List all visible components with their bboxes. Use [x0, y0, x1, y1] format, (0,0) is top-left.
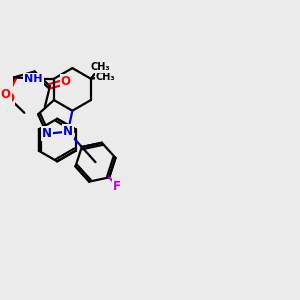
Text: F: F: [113, 180, 121, 193]
Text: O: O: [61, 75, 71, 88]
Text: N: N: [42, 127, 52, 140]
Text: O: O: [1, 88, 10, 101]
Text: F: F: [113, 180, 121, 193]
Text: NH: NH: [24, 74, 43, 84]
Text: CH₃: CH₃: [96, 72, 115, 82]
Text: N: N: [42, 127, 52, 140]
Text: O: O: [61, 75, 71, 88]
Text: O: O: [4, 92, 14, 104]
Text: NH: NH: [24, 74, 43, 84]
Text: O: O: [4, 92, 14, 104]
Text: N: N: [63, 125, 73, 138]
Text: O: O: [1, 88, 10, 101]
Text: CH₃: CH₃: [90, 62, 110, 72]
Text: N: N: [63, 125, 73, 138]
